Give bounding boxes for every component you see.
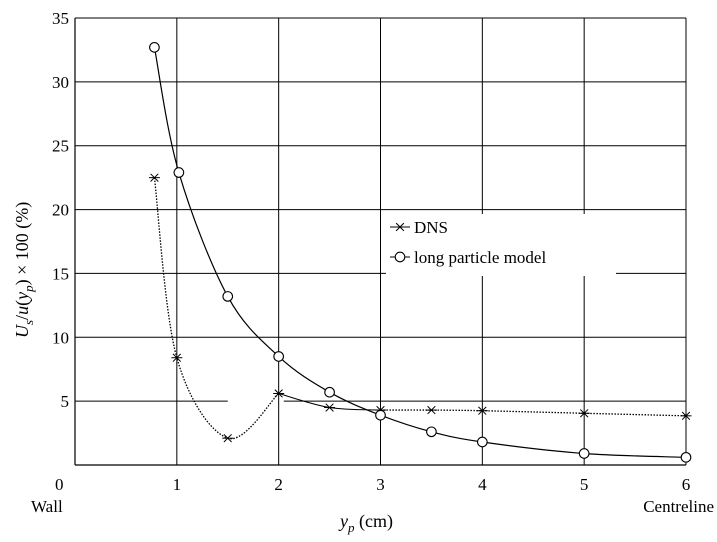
x-tick-label-0: 0 xyxy=(55,475,64,494)
dns-point-1 xyxy=(171,353,183,362)
series-long-particle-model xyxy=(149,42,692,463)
x-tick-label-2: 2 xyxy=(274,475,283,494)
dns-point-2 xyxy=(222,433,234,443)
long-particle-model-point-8 xyxy=(578,448,590,459)
y-tick-label-15: 15 xyxy=(52,264,69,283)
legend-item-dns: DNS xyxy=(390,218,448,237)
y-tick-label-25: 25 xyxy=(52,137,69,156)
legend-label-long-particle-model: long particle model xyxy=(414,248,546,267)
y-axis-label: Us/u(yp) × 100 (%) xyxy=(12,202,36,338)
legend-circle-icon xyxy=(394,251,406,263)
x-tick-label-4: 4 xyxy=(478,475,487,494)
y-tick-labels: 5 10 15 20 25 30 35 xyxy=(52,9,69,411)
dns-curve-dotted-1 xyxy=(153,177,280,440)
x-axis-label: yp (cm) xyxy=(338,511,393,535)
axes xyxy=(74,18,686,466)
dns-point-6 xyxy=(425,405,437,415)
long-particle-model-point-0 xyxy=(149,42,160,53)
x-extra-label-wall: Wall xyxy=(31,497,63,516)
x-tick-labels: 0 1 2 3 4 5 6 xyxy=(55,475,690,494)
series-dns xyxy=(148,173,692,443)
long-particle-model-point-9 xyxy=(680,451,692,463)
x-tick-label-6: 6 xyxy=(682,475,691,494)
long-particle-model-point-2 xyxy=(222,291,234,302)
x-tick-label-5: 5 xyxy=(580,475,589,494)
dns-point-0 xyxy=(148,173,160,182)
y-tick-label-35: 35 xyxy=(52,9,69,28)
long-particle-model-point-4 xyxy=(324,386,335,398)
long-particle-model-point-7 xyxy=(476,436,488,448)
dns-point-9 xyxy=(680,411,692,421)
dns-point-3 xyxy=(273,389,285,398)
legend-item-long-particle-model: long particle model xyxy=(390,248,546,267)
long-particle-model-point-6 xyxy=(426,426,437,438)
long-particle-model-point-1 xyxy=(173,167,185,178)
legend-asterisk-icon xyxy=(394,222,406,232)
legend-label-dns: DNS xyxy=(414,218,448,237)
y-tick-label-10: 10 xyxy=(52,328,69,347)
long-particle-model-point-5 xyxy=(375,409,386,421)
long-particle-model-curve xyxy=(153,47,687,458)
dns-point-4 xyxy=(324,403,336,412)
y-tick-label-5: 5 xyxy=(61,392,70,411)
legend-marker-long-particle-model xyxy=(394,251,406,263)
legend: DNS long particle model xyxy=(386,214,616,276)
long-particle-model-point-3 xyxy=(273,351,285,362)
dns-curve-dotted-2 xyxy=(380,409,687,417)
dns-point-7 xyxy=(476,406,488,415)
y-tick-label-30: 30 xyxy=(52,73,69,92)
x-tick-label-1: 1 xyxy=(173,475,182,494)
x-extra-label-centreline: Centreline xyxy=(643,497,714,516)
x-tick-label-3: 3 xyxy=(376,475,385,494)
y-tick-label-20: 20 xyxy=(52,201,69,220)
legend-marker-dns xyxy=(394,222,406,232)
dns-point-8 xyxy=(578,409,590,418)
